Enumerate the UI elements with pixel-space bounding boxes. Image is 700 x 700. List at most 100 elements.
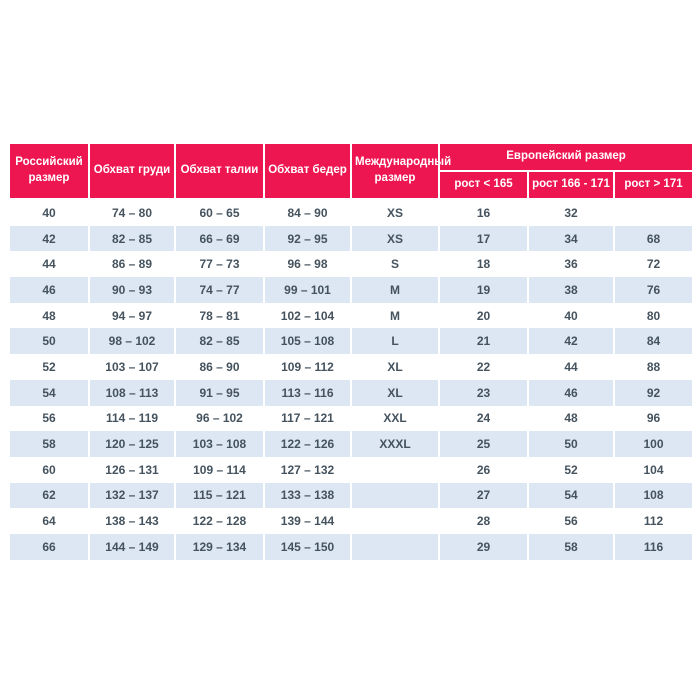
cell-h_gt_171: 116 <box>612 533 695 560</box>
cell-h_gt_171: 100 <box>612 431 695 457</box>
cell-waist: 82 – 85 <box>174 328 265 355</box>
cell-waist: 77 – 73 <box>174 251 265 278</box>
cell-h_gt_171: 76 <box>612 277 695 303</box>
cell-h_166_171: 46 <box>527 379 615 406</box>
header-row-sub: рост < 165 рост 166 - 171 рост > 171 <box>9 170 695 200</box>
cell-h_166_171: 36 <box>527 251 615 278</box>
cell-hips: 109 – 112 <box>263 354 352 380</box>
cell-ru: 54 <box>8 379 90 406</box>
cell-h_166_171: 44 <box>527 354 615 380</box>
header-russian-size: Российский размер <box>8 142 90 200</box>
cell-hips: 145 – 150 <box>263 533 352 560</box>
table-row: 62 132 – 137 115 – 121 133 – 138 27 54 108 <box>8 482 695 509</box>
cell-h_gt_171: 92 <box>612 379 695 406</box>
table-row: 64 138 – 143 122 – 128 139 – 144 28 56 112 <box>8 508 695 534</box>
cell-h_gt_171: 80 <box>612 302 695 329</box>
size-chart-page: Российский размер Обхват груди Обхват та… <box>8 142 695 560</box>
cell-intl <box>350 456 440 483</box>
cell-intl: L <box>350 328 440 355</box>
cell-h_lt_165: 29 <box>438 533 529 560</box>
header-hips: Обхват бедер <box>263 142 352 200</box>
cell-h_gt_171: 72 <box>612 251 695 278</box>
cell-h_lt_165: 21 <box>438 328 529 355</box>
header-european-size-group: Европейский размер <box>437 142 695 172</box>
cell-chest: 74 – 80 <box>88 199 176 226</box>
cell-ru: 50 <box>8 328 90 355</box>
cell-h_lt_165: 26 <box>438 456 529 483</box>
cell-h_gt_171: 96 <box>612 405 695 432</box>
cell-waist: 60 – 65 <box>174 199 265 226</box>
cell-h_lt_165: 16 <box>438 199 529 226</box>
cell-h_gt_171: 84 <box>612 328 695 355</box>
cell-hips: 127 – 132 <box>263 456 352 483</box>
cell-h_gt_171: 108 <box>612 482 695 509</box>
cell-hips: 133 – 138 <box>263 482 352 509</box>
cell-h_166_171: 52 <box>527 456 615 483</box>
cell-chest: 120 – 125 <box>88 431 176 457</box>
cell-h_lt_165: 27 <box>438 482 529 509</box>
cell-h_gt_171 <box>612 199 695 226</box>
cell-h_lt_165: 22 <box>438 354 529 380</box>
cell-waist: 74 – 77 <box>174 277 265 303</box>
cell-hips: 92 – 95 <box>263 225 352 252</box>
cell-ru: 58 <box>8 431 90 457</box>
header-height-166-171: рост 166 - 171 <box>527 170 615 200</box>
table-row: 52 103 – 107 86 – 90 109 – 112 XL 22 44 88 <box>8 354 695 380</box>
cell-chest: 94 – 97 <box>88 302 176 329</box>
cell-intl: XL <box>350 354 440 380</box>
cell-h_166_171: 56 <box>527 508 615 534</box>
cell-waist: 122 – 128 <box>174 508 265 534</box>
table-row: 60 126 – 131 109 – 114 127 – 132 26 52 104 <box>8 456 695 483</box>
cell-ru: 66 <box>8 533 90 560</box>
cell-intl: XS <box>350 199 440 226</box>
cell-waist: 96 – 102 <box>174 405 265 432</box>
cell-intl <box>350 508 440 534</box>
cell-hips: 122 – 126 <box>263 431 352 457</box>
table-row: 50 98 – 102 82 – 85 105 – 108 L 21 42 84 <box>8 328 695 355</box>
cell-h_166_171: 42 <box>527 328 615 355</box>
cell-chest: 108 – 113 <box>88 379 176 406</box>
cell-chest: 98 – 102 <box>88 328 176 355</box>
cell-intl: S <box>350 251 440 278</box>
cell-h_lt_165: 19 <box>438 277 529 303</box>
cell-h_lt_165: 18 <box>438 251 529 278</box>
table-row: 46 90 – 93 74 – 77 99 – 101 M 19 38 76 <box>8 277 695 303</box>
cell-intl: XXL <box>350 405 440 432</box>
cell-waist: 78 – 81 <box>174 302 265 329</box>
cell-h_166_171: 48 <box>527 405 615 432</box>
cell-h_166_171: 58 <box>527 533 615 560</box>
cell-chest: 138 – 143 <box>88 508 176 534</box>
cell-intl: XS <box>350 225 440 252</box>
cell-h_166_171: 50 <box>527 431 615 457</box>
cell-ru: 62 <box>8 482 90 509</box>
header-international-size: Международный размер <box>350 142 451 200</box>
cell-intl: XXXL <box>350 431 440 457</box>
cell-intl: M <box>350 302 440 329</box>
table-row: 54 108 – 113 91 – 95 113 – 116 XL 23 46 92 <box>8 379 695 406</box>
cell-ru: 44 <box>8 251 90 278</box>
cell-ru: 48 <box>8 302 90 329</box>
cell-ru: 56 <box>8 405 90 432</box>
cell-chest: 144 – 149 <box>88 533 176 560</box>
header-waist: Обхват талии <box>174 142 265 200</box>
cell-h_lt_165: 17 <box>438 225 529 252</box>
cell-h_gt_171: 112 <box>612 508 695 534</box>
cell-h_lt_165: 20 <box>438 302 529 329</box>
cell-waist: 91 – 95 <box>174 379 265 406</box>
table-row: 44 86 – 89 77 – 73 96 – 98 S 18 36 72 <box>8 251 695 278</box>
cell-ru: 52 <box>8 354 90 380</box>
cell-h_166_171: 34 <box>527 225 615 252</box>
header-chest: Обхват груди <box>88 142 176 200</box>
cell-chest: 86 – 89 <box>88 251 176 278</box>
cell-h_gt_171: 88 <box>612 354 695 380</box>
cell-ru: 64 <box>8 508 90 534</box>
cell-hips: 99 – 101 <box>263 277 352 303</box>
cell-chest: 132 – 137 <box>88 482 176 509</box>
cell-waist: 115 – 121 <box>174 482 265 509</box>
cell-hips: 113 – 116 <box>263 379 352 406</box>
cell-intl <box>350 482 440 509</box>
header-height-gt-171: рост > 171 <box>612 170 695 200</box>
cell-h_gt_171: 104 <box>612 456 695 483</box>
table-row: 48 94 – 97 78 – 81 102 – 104 M 20 40 80 <box>8 302 695 329</box>
cell-h_166_171: 54 <box>527 482 615 509</box>
